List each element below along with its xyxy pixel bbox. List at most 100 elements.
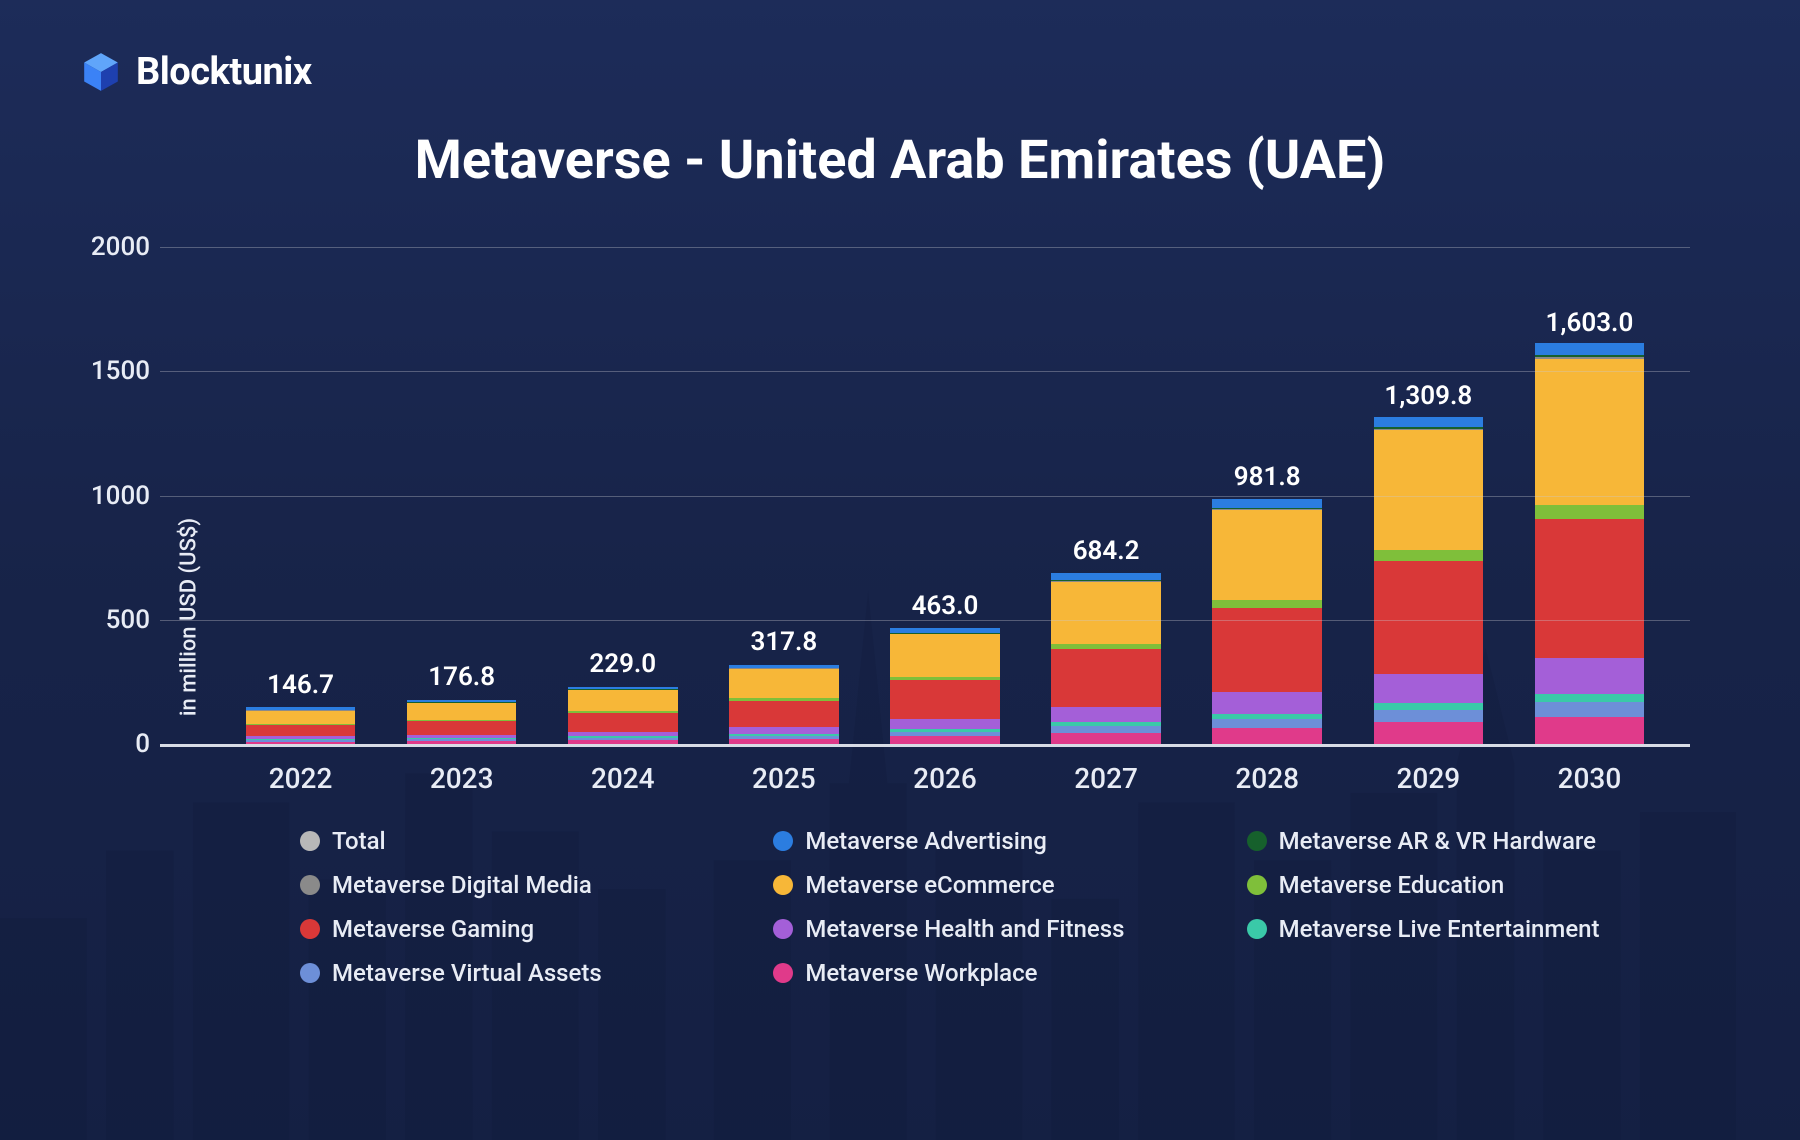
bar-total-label: 229.0 — [589, 649, 656, 679]
bar-total-label: 176.8 — [428, 662, 495, 692]
stacked-bar — [1535, 343, 1645, 744]
bar-total-label: 146.7 — [267, 670, 334, 700]
content: Blocktunix Metaverse - United Arab Emira… — [0, 0, 1800, 1027]
gridline — [160, 496, 1690, 497]
bar-segment-ecommerce — [1535, 359, 1645, 505]
x-tick-label: 2026 — [864, 762, 1025, 795]
bar-segment-health — [1212, 692, 1322, 714]
x-tick-label: 2029 — [1348, 762, 1509, 795]
legend-label: Metaverse Gaming — [332, 915, 534, 943]
legend-label: Metaverse Workplace — [805, 959, 1037, 987]
bar-segment-health — [890, 719, 1000, 729]
y-tick-label: 0 — [70, 729, 150, 759]
y-tick-label: 1500 — [70, 356, 150, 386]
gridline — [160, 247, 1690, 248]
stacked-bar — [1212, 499, 1322, 744]
bar-segment-workplace — [407, 741, 517, 744]
stacked-bar — [246, 707, 356, 744]
legend-dot — [300, 875, 320, 895]
bar-total-label: 1,603.0 — [1546, 308, 1634, 338]
legend-label: Metaverse Advertising — [805, 827, 1047, 855]
bar-segment-gaming — [407, 721, 517, 735]
legend-item-workplace: Metaverse Workplace — [773, 959, 1216, 987]
legend-label: Metaverse Health and Fitness — [805, 915, 1124, 943]
legend-label: Metaverse eCommerce — [805, 871, 1054, 899]
x-tick-label: 2022 — [220, 762, 381, 795]
legend: Total Metaverse Advertising Metaverse AR &… — [300, 827, 1690, 987]
x-tick-label: 2024 — [542, 762, 703, 795]
stacked-bar — [1051, 573, 1161, 744]
legend-item-gaming: Metaverse Gaming — [300, 915, 743, 943]
bar-total-label: 684.2 — [1073, 536, 1140, 566]
legend-dot — [773, 831, 793, 851]
bar-segment-ecommerce — [568, 690, 678, 711]
bar-segment-gaming — [246, 725, 356, 736]
legend-label: Metaverse Education — [1279, 871, 1505, 899]
bar-total-label: 317.8 — [750, 627, 817, 657]
x-tick-label: 2030 — [1509, 762, 1670, 795]
legend-label: Metaverse Virtual Assets — [332, 959, 602, 987]
bar-segment-virtual_assets — [1535, 702, 1645, 717]
legend-dot — [773, 963, 793, 983]
stacked-bar — [407, 700, 517, 744]
bar-segment-health — [1535, 658, 1645, 694]
legend-dot — [300, 963, 320, 983]
bar-segment-workplace — [729, 739, 839, 744]
legend-item-advertising: Metaverse Advertising — [773, 827, 1216, 855]
bar-segment-advertising — [1212, 499, 1322, 508]
legend-dot — [1247, 875, 1267, 895]
legend-item-digital_media: Metaverse Digital Media — [300, 871, 743, 899]
bar-segment-advertising — [1535, 343, 1645, 355]
cube-icon — [80, 51, 122, 93]
bar-segment-workplace — [1374, 722, 1484, 745]
bar-segment-education — [1212, 600, 1322, 608]
bar-segment-workplace — [246, 742, 356, 744]
y-tick-label: 2000 — [70, 232, 150, 262]
legend-item-ecommerce: Metaverse eCommerce — [773, 871, 1216, 899]
bar-segment-workplace — [568, 740, 678, 744]
bar-segment-workplace — [1051, 733, 1161, 745]
bar-segment-gaming — [568, 713, 678, 732]
brand-logo: Blocktunix — [80, 50, 1720, 94]
legend-item-live_ent: Metaverse Live Entertainment — [1247, 915, 1690, 943]
bar-segment-gaming — [1374, 561, 1484, 674]
plot-area: 146.7176.8229.0317.8463.0684.2981.81,309… — [160, 247, 1690, 747]
legend-item-education: Metaverse Education — [1247, 871, 1690, 899]
bar-segment-health — [1051, 707, 1161, 722]
stacked-bar — [729, 665, 839, 744]
bar-segment-ecommerce — [1051, 582, 1161, 645]
bar-segment-virtual_assets — [1212, 719, 1322, 728]
y-tick-label: 500 — [70, 605, 150, 635]
legend-item-virtual_assets: Metaverse Virtual Assets — [300, 959, 743, 987]
stacked-bar — [1374, 417, 1484, 744]
bar-segment-workplace — [890, 736, 1000, 744]
bar-segment-live_ent — [1535, 694, 1645, 702]
bar-segment-gaming — [1535, 519, 1645, 658]
x-tick-label: 2023 — [381, 762, 542, 795]
legend-dot — [1247, 919, 1267, 939]
gridline — [160, 371, 1690, 372]
bar-segment-ecommerce — [246, 711, 356, 725]
legend-item-health: Metaverse Health and Fitness — [773, 915, 1216, 943]
legend-dot — [300, 919, 320, 939]
legend-label: Metaverse Live Entertainment — [1279, 915, 1600, 943]
legend-label: Metaverse AR & VR Hardware — [1279, 827, 1596, 855]
bar-segment-workplace — [1212, 728, 1322, 745]
stacked-bar — [568, 687, 678, 744]
gridline — [160, 620, 1690, 621]
bar-segment-health — [1374, 674, 1484, 703]
bar-segment-ecommerce — [890, 634, 1000, 677]
chart-area: in million USD (US$) 146.7176.8229.0317.… — [160, 247, 1690, 987]
bar-segment-virtual_assets — [1374, 710, 1484, 722]
x-tick-label: 2027 — [1026, 762, 1187, 795]
y-tick-label: 1000 — [70, 481, 150, 511]
legend-dot — [773, 875, 793, 895]
bar-segment-ecommerce — [1212, 510, 1322, 600]
x-tick-label: 2028 — [1187, 762, 1348, 795]
bar-total-label: 1,309.8 — [1384, 381, 1472, 411]
brand-name: Blocktunix — [136, 50, 312, 94]
legend-item-total: Total — [300, 827, 743, 855]
x-axis-labels: 202220232024202520262027202820292030 — [220, 762, 1670, 795]
bar-segment-ecommerce — [729, 669, 839, 698]
x-tick-label: 2025 — [703, 762, 864, 795]
